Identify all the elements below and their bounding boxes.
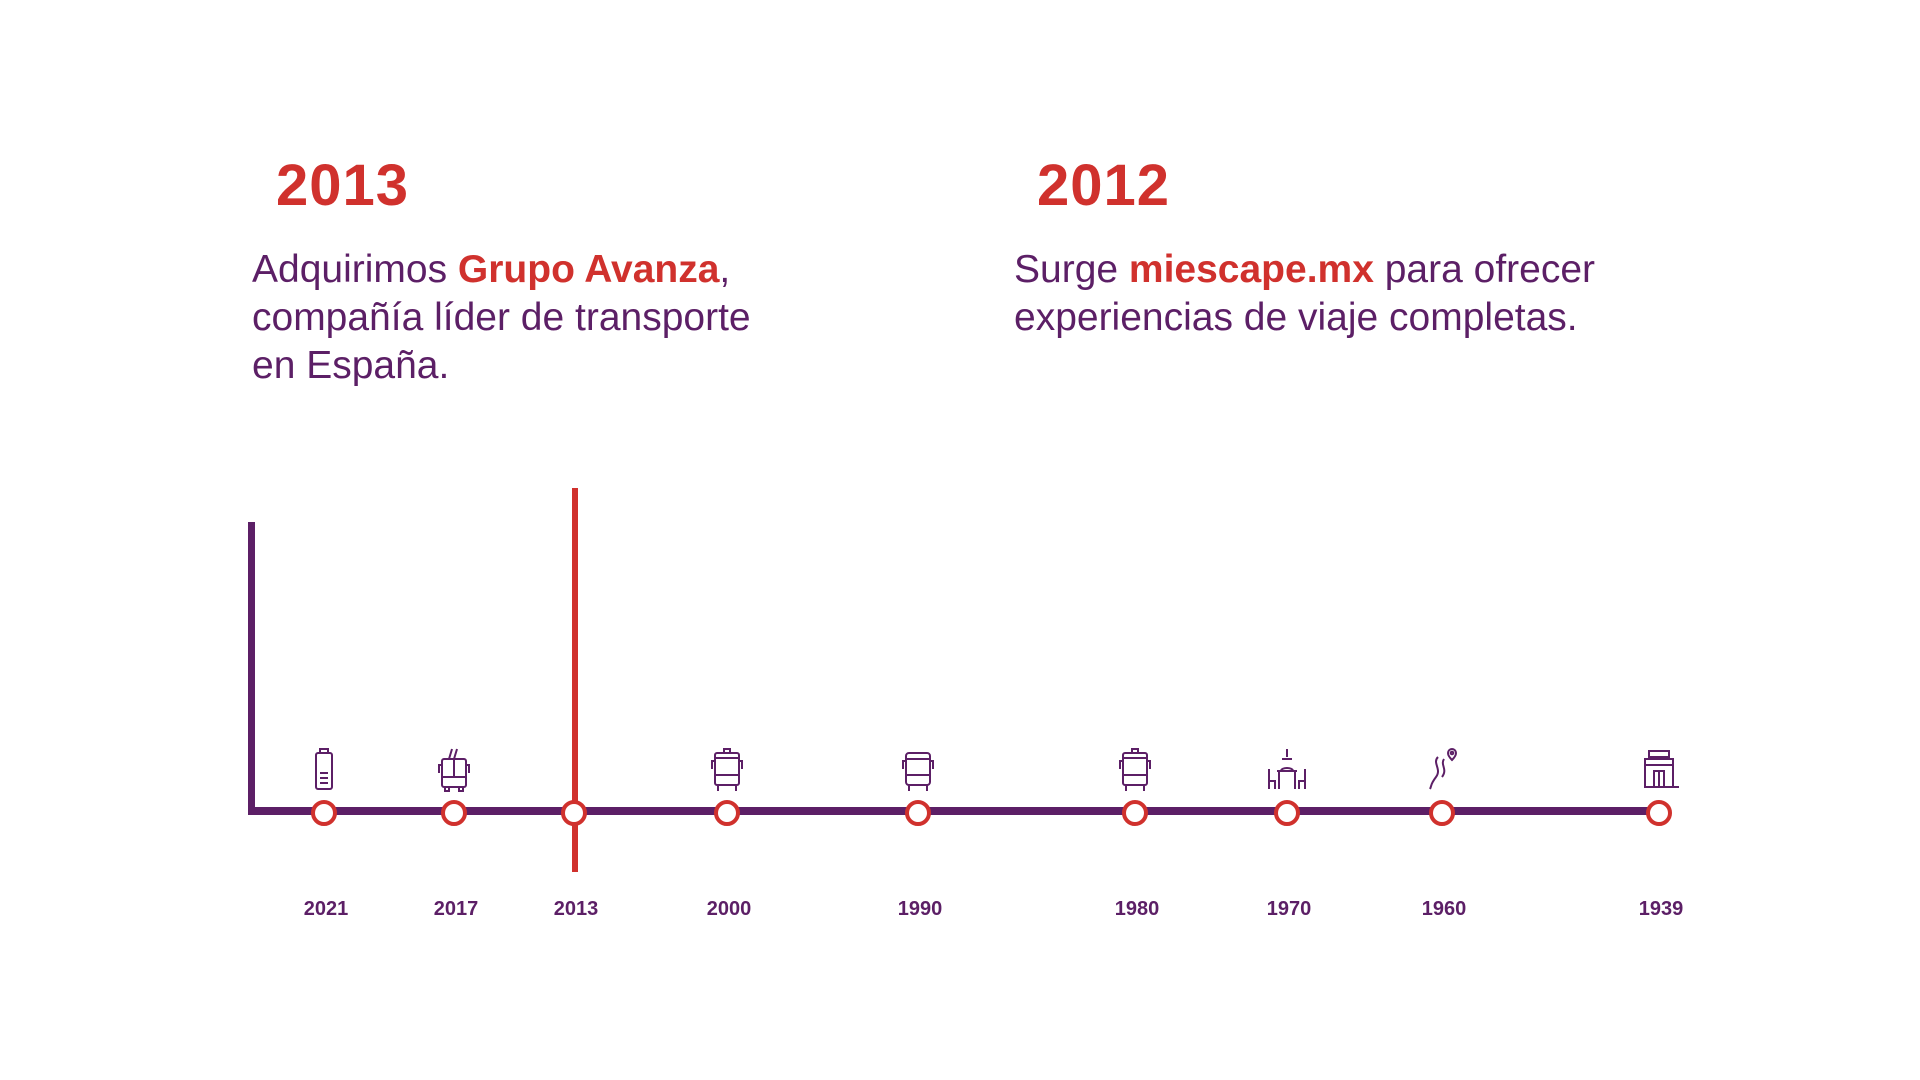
timeline-axis <box>248 807 1660 815</box>
timeline-node-1970[interactable] <box>1274 800 1300 826</box>
timeline-node-2017[interactable] <box>441 800 467 826</box>
bus-icon <box>1113 745 1157 793</box>
text: Surge <box>1014 248 1129 291</box>
text: Adquirimos <box>252 248 458 291</box>
bus-icon <box>705 745 749 793</box>
timeline-node-2000[interactable] <box>714 800 740 826</box>
timeline-year-label[interactable]: 1960 <box>1421 898 1467 920</box>
timeline-node-2013[interactable] <box>561 800 587 826</box>
timeline-year-label[interactable]: 2017 <box>433 898 479 920</box>
timeline-year-label[interactable]: 1990 <box>897 898 943 920</box>
battery-icon <box>302 745 346 793</box>
left-highlight-description: Adquirimos Grupo Avanza, compañía líder … <box>252 246 772 390</box>
timeline-node-2021[interactable] <box>311 800 337 826</box>
timeline-year-label[interactable]: 2000 <box>706 898 752 920</box>
timeline-node-1990[interactable] <box>905 800 931 826</box>
timeline-year-label[interactable]: 1939 <box>1638 898 1684 920</box>
route-pin-icon <box>1420 745 1464 793</box>
timeline-node-1939[interactable] <box>1646 800 1672 826</box>
building-icon <box>1637 745 1681 793</box>
timeline-node-1980[interactable] <box>1122 800 1148 826</box>
selected-year-marker <box>572 488 578 872</box>
timeline-year-label[interactable]: 1980 <box>1114 898 1160 920</box>
timeline-node-1960[interactable] <box>1429 800 1455 826</box>
text: , compañía líder de transporte en España… <box>252 248 751 387</box>
left-highlight-year: 2013 <box>276 153 410 218</box>
timeline-start-bar <box>248 522 255 815</box>
highlight-text: Grupo Avanza <box>457 248 720 291</box>
highlight-text: miescape.mx <box>1128 248 1374 291</box>
coach-icon <box>896 745 940 793</box>
dining-icon <box>1265 745 1309 793</box>
right-highlight-year: 2012 <box>1037 153 1171 218</box>
timeline-year-label[interactable]: 2013 <box>553 898 599 920</box>
timeline-year-label[interactable]: 1970 <box>1266 898 1312 920</box>
right-highlight-description: Surge miescape.mx para ofrecer experienc… <box>1014 246 1674 342</box>
trolleybus-icon <box>432 745 476 793</box>
timeline-year-label[interactable]: 2021 <box>303 898 349 920</box>
text: para ofrecer experiencias de viaje compl… <box>1014 248 1596 339</box>
